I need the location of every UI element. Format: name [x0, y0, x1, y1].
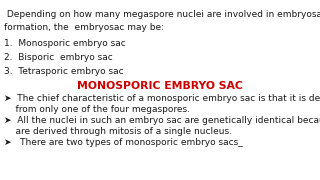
Text: are derived through mitosis of a single nucleus.: are derived through mitosis of a single … [4, 127, 232, 136]
Text: 3.  Tetrasporic embryo sac: 3. Tetrasporic embryo sac [4, 67, 124, 76]
Text: 1.  Monosporic embryo sac: 1. Monosporic embryo sac [4, 39, 126, 48]
Text: formation, the  embryosac may be:: formation, the embryosac may be: [4, 23, 164, 32]
Text: from only one of the four megaspores.: from only one of the four megaspores. [4, 105, 190, 114]
Text: 2.  Bisporic  embryo sac: 2. Bisporic embryo sac [4, 53, 113, 62]
Text: MONOSPORIC EMBRYO SAC: MONOSPORIC EMBRYO SAC [77, 81, 243, 91]
Text: ➤  The chief characteristic of a monosporic embryo sac is that it is derived: ➤ The chief characteristic of a monospor… [4, 94, 320, 103]
Text: ➤   There are two types of monosporic embryo sacs_: ➤ There are two types of monosporic embr… [4, 138, 243, 147]
Text: ➤  All the nuclei in such an embryo sac are genetically identical because they: ➤ All the nuclei in such an embryo sac a… [4, 116, 320, 125]
Text: Depending on how many megaspore nuclei are involved in embryosac: Depending on how many megaspore nuclei a… [4, 10, 320, 19]
